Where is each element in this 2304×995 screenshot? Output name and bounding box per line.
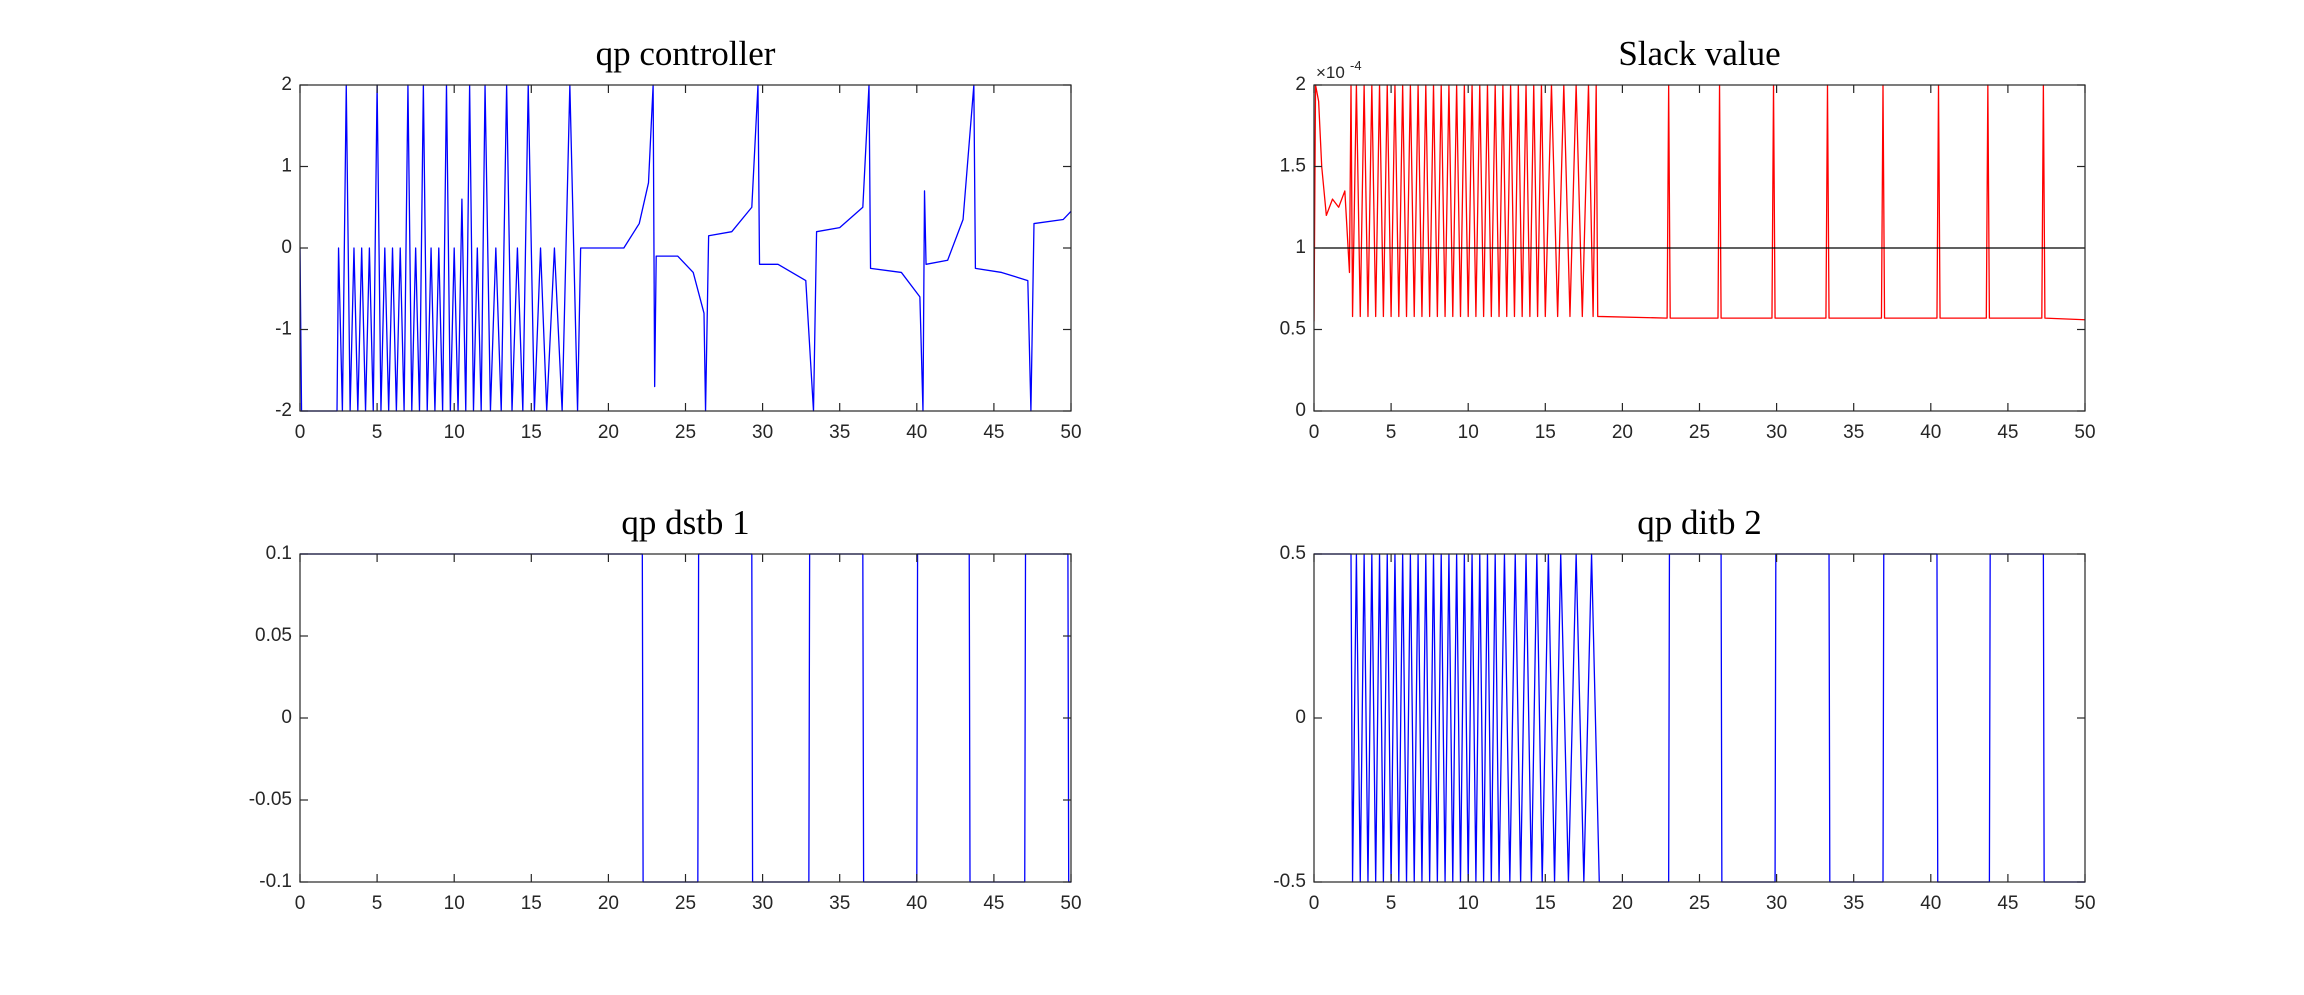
y-tick-label: 0 <box>281 237 292 258</box>
x-tick-label: 15 <box>1535 893 1556 914</box>
y-tick-label: 0.5 <box>1280 543 1306 564</box>
y-tick-label: -0.5 <box>1273 871 1306 892</box>
x-tick-label: 35 <box>829 422 850 443</box>
x-tick-label: 20 <box>1612 422 1633 443</box>
x-tick-label: 40 <box>1920 893 1941 914</box>
chart-title: qp ditb 2 <box>1637 503 1761 542</box>
x-tick-label: 25 <box>1689 422 1710 443</box>
x-tick-label: 5 <box>372 893 383 914</box>
x-tick-label: 5 <box>1386 422 1397 443</box>
x-tick-label: 0 <box>295 893 306 914</box>
subplot: 0 5 10 15 20 25 30 35 40 45 50 -0.1 -0.05 0 0.05 0.1 qp … <box>249 503 1082 914</box>
plot-lines <box>300 553 1071 883</box>
chart-title: qp dstb 1 <box>621 503 749 542</box>
x-tick-label: 35 <box>1843 893 1864 914</box>
line-series <box>300 553 1071 883</box>
x-tick-label: 20 <box>598 422 619 443</box>
x-tick-label: 15 <box>521 422 542 443</box>
x-tick-label: 45 <box>983 893 1004 914</box>
x-tick-label: 25 <box>675 422 696 443</box>
y-tick-label: 0.1 <box>266 543 292 564</box>
y-tick-label: -0.1 <box>259 871 292 892</box>
line-series <box>300 84 1071 412</box>
x-tick-label: 30 <box>752 422 773 443</box>
subplot: 0 5 10 15 20 25 30 35 40 45 50 0 0.5 1 1.5 2 Slack value… <box>1280 34 2096 443</box>
x-tick-label: 15 <box>521 893 542 914</box>
y-scale-exponent: -4 <box>1350 58 1362 73</box>
x-tick-label: 45 <box>983 422 1004 443</box>
x-tick-label: 35 <box>1843 422 1864 443</box>
x-tick-label: 40 <box>1920 422 1941 443</box>
x-tick-label: 20 <box>1612 893 1633 914</box>
y-tick-label: 1 <box>281 156 292 177</box>
plot-lines <box>300 84 1071 412</box>
subplot: 0 5 10 15 20 25 30 35 40 45 50 -2 -1 0 1 2 qp controller <box>275 34 1081 443</box>
x-tick-label: 10 <box>444 893 465 914</box>
x-tick-label: 45 <box>1997 893 2018 914</box>
x-tick-label: 40 <box>906 422 927 443</box>
y-tick-label: 2 <box>281 74 292 95</box>
y-tick-label: -0.05 <box>249 789 292 810</box>
x-tick-label: 15 <box>1535 422 1556 443</box>
y-tick-label: 0.05 <box>255 625 292 646</box>
x-tick-label: 35 <box>829 893 850 914</box>
y-tick-label: 0 <box>1295 707 1306 728</box>
x-tick-label: 25 <box>675 893 696 914</box>
x-tick-label: 25 <box>1689 893 1710 914</box>
y-tick-label: 0.5 <box>1280 319 1306 340</box>
x-tick-label: 10 <box>1458 893 1479 914</box>
y-tick-label: -2 <box>275 400 292 421</box>
y-tick-label: 1 <box>1295 237 1306 258</box>
y-scale-base: ×10 <box>1316 63 1345 82</box>
x-tick-label: 30 <box>1766 893 1787 914</box>
y-tick-label: 0 <box>1295 400 1306 421</box>
y-tick-label: 0 <box>281 707 292 728</box>
chart-title: qp controller <box>596 34 776 73</box>
y-tick-label: 2 <box>1295 74 1306 95</box>
x-tick-label: 30 <box>1766 422 1787 443</box>
x-tick-label: 30 <box>752 893 773 914</box>
x-tick-label: 50 <box>2074 893 2095 914</box>
line-series <box>1314 84 2085 322</box>
plot-area <box>300 554 1071 882</box>
x-tick-label: 0 <box>295 422 306 443</box>
x-tick-label: 50 <box>1060 893 1081 914</box>
x-tick-label: 40 <box>906 893 927 914</box>
plot-lines <box>1314 84 2085 322</box>
y-tick-label: 1.5 <box>1280 156 1306 177</box>
x-tick-label: 10 <box>1458 422 1479 443</box>
x-tick-label: 5 <box>1386 893 1397 914</box>
x-tick-label: 45 <box>1997 422 2018 443</box>
subplot: 0 5 10 15 20 25 30 35 40 45 50-0.500.5qp ditb 2 <box>1273 503 2095 914</box>
x-tick-label: 0 <box>1309 422 1320 443</box>
x-tick-label: 0 <box>1309 893 1320 914</box>
x-tick-label: 50 <box>2074 422 2095 443</box>
x-tick-label: 50 <box>1060 422 1081 443</box>
x-tick-label: 10 <box>444 422 465 443</box>
x-tick-label: 5 <box>372 422 383 443</box>
y-tick-label: -1 <box>275 319 292 340</box>
chart-title: Slack value <box>1618 34 1780 73</box>
x-tick-label: 20 <box>598 893 619 914</box>
